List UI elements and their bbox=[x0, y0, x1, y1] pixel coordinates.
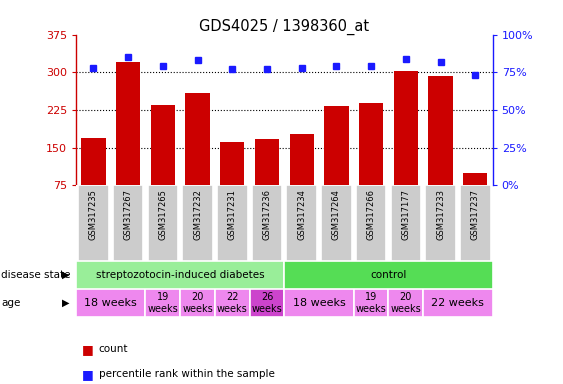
Bar bbox=[394, 71, 418, 223]
Bar bbox=[460, 185, 490, 261]
Bar bbox=[180, 289, 215, 317]
Bar bbox=[287, 185, 317, 261]
Text: GSM317233: GSM317233 bbox=[436, 189, 445, 240]
Text: GSM317232: GSM317232 bbox=[193, 189, 202, 240]
Bar bbox=[354, 289, 388, 317]
Text: 20
weeks: 20 weeks bbox=[182, 292, 213, 314]
Bar bbox=[113, 185, 144, 261]
Bar bbox=[215, 289, 249, 317]
Text: GSM317266: GSM317266 bbox=[367, 189, 376, 240]
Text: age: age bbox=[1, 298, 20, 308]
Bar bbox=[284, 289, 354, 317]
Text: GSM317235: GSM317235 bbox=[89, 189, 98, 240]
Text: 19
weeks: 19 weeks bbox=[148, 292, 178, 314]
Bar bbox=[145, 289, 180, 317]
Text: GSM317236: GSM317236 bbox=[262, 189, 271, 240]
Bar bbox=[423, 289, 493, 317]
Title: GDS4025 / 1398360_at: GDS4025 / 1398360_at bbox=[199, 18, 369, 35]
Text: disease state: disease state bbox=[1, 270, 70, 280]
Bar bbox=[388, 289, 423, 317]
Bar bbox=[359, 103, 383, 223]
Text: GSM317177: GSM317177 bbox=[401, 189, 410, 240]
Text: GSM317237: GSM317237 bbox=[471, 189, 480, 240]
Text: 22
weeks: 22 weeks bbox=[217, 292, 248, 314]
Bar bbox=[284, 261, 493, 289]
Bar bbox=[217, 185, 248, 261]
Text: GSM317231: GSM317231 bbox=[228, 189, 236, 240]
Bar bbox=[249, 289, 284, 317]
Text: control: control bbox=[370, 270, 406, 280]
Bar bbox=[391, 185, 421, 261]
Bar bbox=[220, 142, 244, 223]
Bar bbox=[425, 185, 456, 261]
Bar bbox=[76, 261, 284, 289]
Text: 19
weeks: 19 weeks bbox=[356, 292, 386, 314]
Bar bbox=[116, 62, 140, 223]
Bar bbox=[182, 185, 213, 261]
Bar bbox=[321, 185, 352, 261]
Text: streptozotocin-induced diabetes: streptozotocin-induced diabetes bbox=[96, 270, 265, 280]
Text: ▶: ▶ bbox=[62, 298, 69, 308]
Bar bbox=[356, 185, 386, 261]
Bar bbox=[151, 105, 175, 223]
Bar bbox=[324, 106, 348, 223]
Text: 22 weeks: 22 weeks bbox=[431, 298, 484, 308]
Bar bbox=[81, 137, 105, 223]
Bar bbox=[76, 289, 145, 317]
Bar bbox=[78, 185, 109, 261]
Text: ■: ■ bbox=[82, 368, 93, 381]
Text: 18 weeks: 18 weeks bbox=[84, 298, 137, 308]
Bar bbox=[252, 185, 282, 261]
Text: GSM317265: GSM317265 bbox=[158, 189, 167, 240]
Bar bbox=[289, 134, 314, 223]
Text: 20
weeks: 20 weeks bbox=[391, 292, 421, 314]
Text: ▶: ▶ bbox=[62, 270, 69, 280]
Text: percentile rank within the sample: percentile rank within the sample bbox=[99, 369, 274, 379]
Text: 26
weeks: 26 weeks bbox=[252, 292, 282, 314]
Bar bbox=[185, 93, 209, 223]
Text: GSM317234: GSM317234 bbox=[297, 189, 306, 240]
Text: ■: ■ bbox=[82, 343, 93, 356]
Bar bbox=[463, 173, 488, 223]
Text: count: count bbox=[99, 344, 128, 354]
Bar bbox=[428, 76, 453, 223]
Text: GSM317267: GSM317267 bbox=[124, 189, 132, 240]
Text: GSM317264: GSM317264 bbox=[332, 189, 341, 240]
Bar bbox=[255, 139, 279, 223]
Bar bbox=[148, 185, 178, 261]
Text: 18 weeks: 18 weeks bbox=[293, 298, 346, 308]
